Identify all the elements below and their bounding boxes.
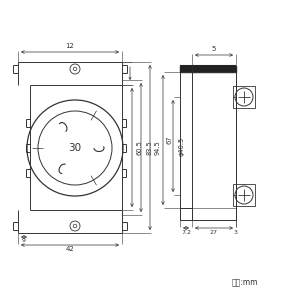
Text: 9: 9	[22, 238, 26, 244]
Text: 5: 5	[212, 46, 216, 52]
Text: 12: 12	[66, 43, 74, 49]
Text: 3: 3	[234, 230, 238, 236]
Text: 94.5: 94.5	[155, 140, 161, 155]
Text: 27: 27	[210, 230, 218, 236]
Text: 67: 67	[167, 136, 173, 144]
Text: 7.2: 7.2	[181, 230, 191, 236]
Text: 単位:mm: 単位:mm	[232, 278, 258, 287]
Text: φ40.5: φ40.5	[179, 136, 185, 156]
Text: 60.5: 60.5	[137, 140, 143, 155]
Text: 42: 42	[66, 246, 74, 252]
Text: 30: 30	[68, 143, 82, 153]
Text: 83.5: 83.5	[146, 140, 152, 155]
